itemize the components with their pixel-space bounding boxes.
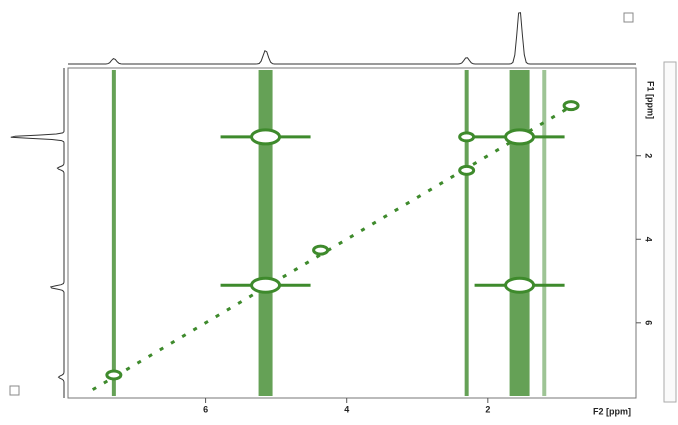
streak [259,70,273,396]
projection-left [11,68,64,398]
plot-frame [68,68,636,398]
peak [564,102,578,110]
peak [314,246,328,254]
chart: F2 [ppm] F1 [ppm] 6 4 2 2 4 6 [0,0,678,420]
x-tick-label: 2 [485,404,490,414]
checkbox[interactable] [624,13,633,22]
peak [460,166,474,174]
y-tick-label: 2 [644,153,654,158]
peak [107,371,121,379]
y-tick-label: 4 [644,237,654,242]
x-tick-label: 4 [344,404,349,414]
peak [460,133,474,141]
streak [112,70,116,396]
peak [252,130,280,144]
peak [506,278,534,292]
streak [510,70,530,396]
x-axis-label: F2 [ppm] [593,406,631,416]
checkbox[interactable] [10,386,19,395]
diagonal [93,101,580,389]
y-tick-label: 6 [644,320,654,325]
y-axis-label: F1 [ppm] [646,81,656,119]
x-tick-label: 6 [203,404,208,414]
peak [252,278,280,292]
ruler [664,62,676,402]
projection-top [68,13,636,64]
streak [465,70,469,396]
streak [542,70,546,396]
peak [506,130,534,144]
